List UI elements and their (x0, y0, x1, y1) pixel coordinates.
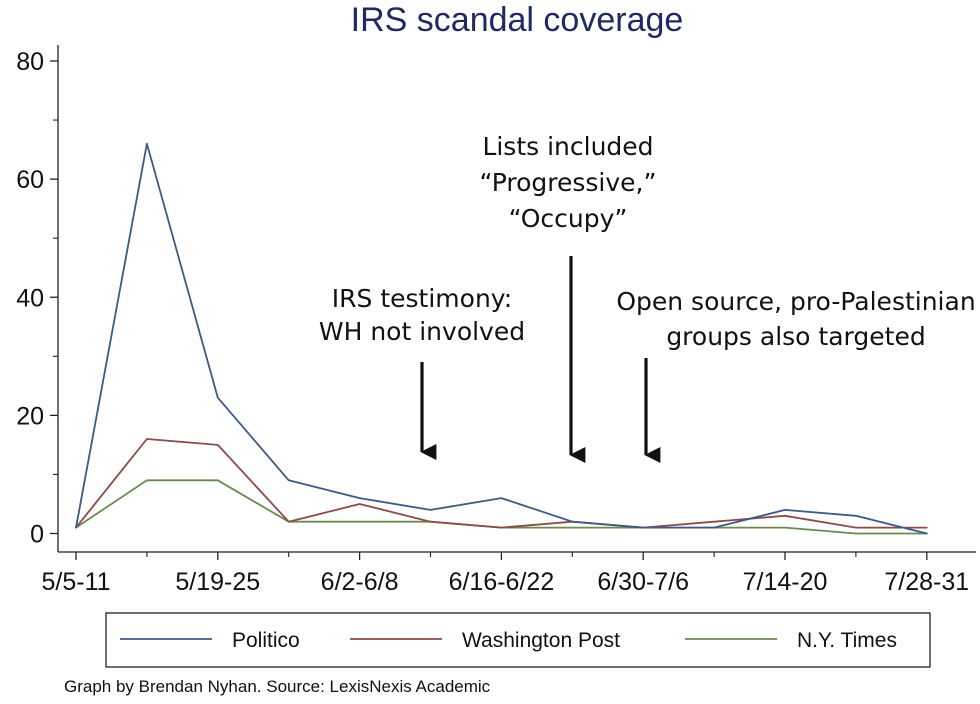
annotation-text: Open source, pro-Palestinian (616, 287, 975, 316)
series-line-politico (75, 142, 928, 535)
y-tick-label: 20 (16, 402, 44, 430)
x-tick-label: 5/5-11 (41, 568, 110, 596)
y-tick-label: 40 (16, 284, 44, 312)
series-line-n-y-times (75, 479, 928, 535)
y-tick-label: 0 (30, 521, 44, 549)
x-ticks: 5/5-11 5/19-25 6/2-6/8 6/16-6/22 6/30-7/6 7/1… (41, 552, 969, 596)
legend-box (105, 612, 931, 668)
y-ticks: 0 20 40 60 80 (16, 48, 58, 549)
credit-text: Graph by Brendan Nyhan. Source: LexisNex… (64, 677, 491, 696)
y-tick-label: 60 (16, 166, 44, 194)
series-lines (75, 142, 928, 535)
annotation-text: groups also targeted (666, 322, 925, 351)
series-line-washington-post (75, 438, 928, 529)
legend-label-n-y-times: N.Y. Times (797, 629, 897, 652)
legend-label-politico: Politico (232, 629, 300, 652)
annotation-text: IRS testimony: (332, 284, 512, 313)
x-tick-label: 5/19-25 (175, 568, 260, 596)
x-tick-label: 6/30-7/6 (597, 568, 689, 596)
x-tick-label: 7/28-31 (884, 568, 969, 596)
x-tick-label: 6/16-6/22 (449, 568, 555, 596)
x-tick-label: 7/14-20 (743, 568, 828, 596)
annotation-text: “Occupy” (509, 204, 628, 233)
annotations: IRS testimony: WH not involved Lists inclu… (319, 132, 976, 463)
annotation-text: Lists included (482, 132, 653, 161)
plot-frame (57, 45, 976, 553)
x-tick-label: 6/2-6/8 (321, 568, 399, 596)
annotation-text: “Progressive,” (480, 168, 657, 197)
legend-label-washington-post: Washington Post (462, 629, 620, 652)
chart-title: IRS scandal coverage (351, 1, 684, 39)
y-tick-label: 80 (16, 48, 44, 76)
annotation-text: WH not involved (319, 317, 525, 346)
legend: Politico Washington Post N.Y. Times (105, 612, 931, 668)
